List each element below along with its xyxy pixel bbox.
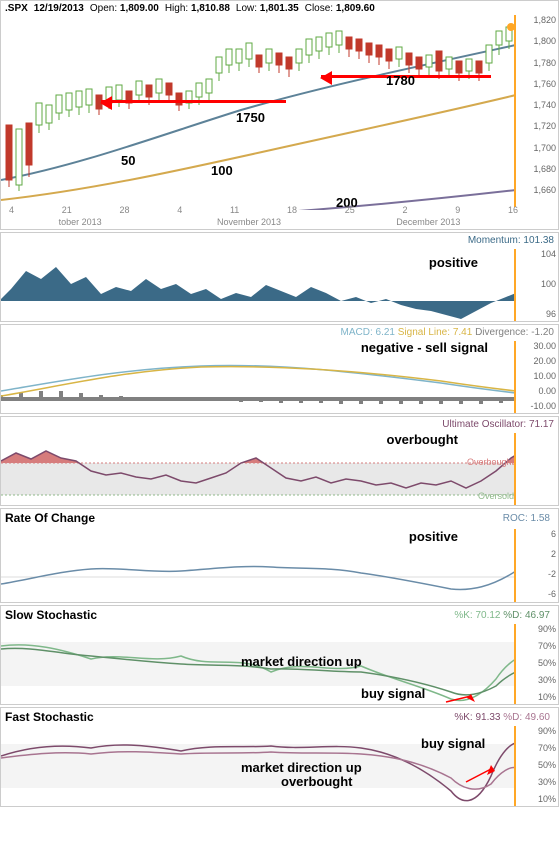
price-chart[interactable] [1,15,516,210]
open-value: 1,809.00 [120,3,159,14]
momentum-yaxis: 10410096 [541,249,556,319]
fast-legend: %K: 91.33 %D: 49.60 [450,710,554,725]
support-arrow-2 [321,75,491,78]
macd-panel: MACD: 6.21 Signal Line: 7.41 Divergence:… [0,324,559,414]
marker-line [514,726,516,806]
price-xaxis-months: tober 2013November 2013December 2013 [1,217,518,229]
close-value: 1,809.60 [336,3,375,14]
fast-chart[interactable] [1,726,516,806]
roc-legend: ROC: 1.58 [499,511,554,526]
marker-line [514,433,516,505]
marker-line [514,249,516,321]
symbol: .SPX [5,3,28,14]
low-value: 1,801.35 [260,3,299,14]
overbought-label: Overbought [467,457,514,467]
slow-stoch-panel: Slow Stochastic %K: 70.12 %D: 46.97 90%7… [0,605,559,705]
marker-line [514,341,516,413]
momentum-chart[interactable] [1,249,516,321]
roc-yaxis: 62-2-6 [548,529,556,599]
fast-stoch-panel: Fast Stochastic %K: 91.33 %D: 49.60 90%7… [0,707,559,807]
uo-panel: Ultimate Oscillator: 71.17 overbought Ov… [0,416,559,506]
ohlc-header: .SPX 12/19/2013 Open: 1,809.00 High: 1,8… [1,1,558,16]
date: 12/19/2013 [34,3,84,14]
slow-legend: %K: 70.12 %D: 46.97 [450,608,554,623]
roc-panel: Rate Of Change ROC: 1.58 62-2-6 positive [0,508,559,603]
macd-legend: MACD: 6.21 Signal Line: 7.41 Divergence:… [1,325,558,340]
price-yaxis: 1,8201,8001,7801,7601,7401,7201,7001,680… [533,15,556,195]
oversold-label: Oversold [478,491,514,501]
uo-chart[interactable] [1,433,516,505]
fast-yaxis: 90%70%50%30%10% [538,726,556,804]
uo-legend: Ultimate Oscillator: 71.17 [1,417,558,432]
macd-chart[interactable] [1,341,516,413]
macd-yaxis: 30.0020.0010.000.00-10.00 [530,341,556,411]
slow-yaxis: 90%70%50%30%10% [538,624,556,702]
marker-line [514,15,516,207]
marker-line [514,529,516,602]
roc-chart[interactable] [1,529,516,601]
momentum-legend: Momentum: 101.38 [1,233,558,248]
roc-title: Rate Of Change [1,509,558,527]
momentum-panel: Momentum: 101.38 10410096 positive [0,232,559,322]
support-arrow-1 [101,100,286,103]
price-xaxis: 4212841118252916 [1,205,558,217]
price-panel: .SPX 12/19/2013 Open: 1,809.00 High: 1,8… [0,0,559,230]
slow-chart[interactable] [1,624,516,704]
high-value: 1,810.88 [191,3,230,14]
marker-line [514,624,516,704]
